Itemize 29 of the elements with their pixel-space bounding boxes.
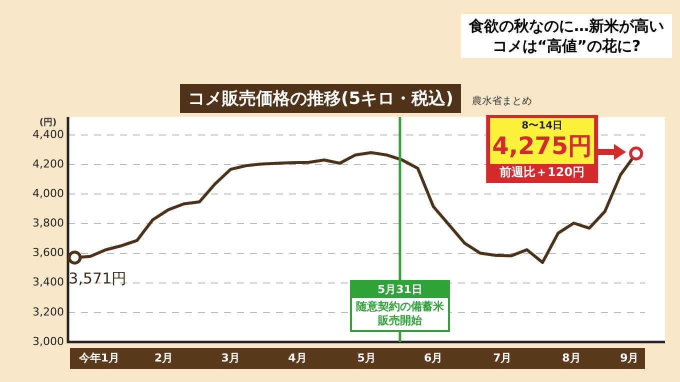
text: 農水省まとめ — [472, 94, 532, 108]
x-tick-label: 6月 — [424, 351, 443, 364]
annotation: 随意契約の備蓄米販売開始 — [354, 299, 445, 329]
y-tick-label: 3,400 — [32, 276, 64, 289]
y-axis-title: (円) — [39, 117, 57, 128]
x-tick-label: 9月 — [620, 351, 639, 364]
chart-title: コメ販売価格の推移(5キロ・税込) — [180, 84, 462, 113]
x-tick-label: 今年1月 — [78, 351, 120, 364]
x-tick-label: 4月 — [288, 351, 307, 364]
y-tick-label: 3,200 — [32, 305, 64, 318]
label-box: 5月31日 随意契約の備蓄米販売開始 — [350, 280, 450, 332]
annotation: 3,571円 — [68, 269, 127, 288]
text: 8〜14日 — [522, 120, 563, 132]
annotation: 4,275円 — [492, 132, 592, 160]
text: コメは“高値”の花に? — [491, 36, 642, 56]
y-tick-label: 4,000 — [32, 187, 64, 200]
y-tick-label: 3,600 — [32, 246, 64, 260]
y-tick-label: 3,000 — [32, 334, 64, 348]
x-tick-label: 8月 — [562, 351, 581, 364]
x-tick-label: 7月 — [493, 351, 512, 364]
x-tick-label: 2月 — [154, 351, 174, 364]
ref-line-label: 5月31日 — [352, 282, 448, 298]
y-tick-label: 4,400 — [32, 128, 64, 141]
x-tick-label: 5月 — [357, 351, 376, 364]
annotation: 前週比＋120円 — [498, 165, 585, 180]
text: 食欲の秋なのに…新米が高い — [469, 16, 664, 36]
y-tick-label: 4,200 — [32, 157, 64, 170]
x-tick-label: 3月 — [221, 351, 240, 364]
y-tick-label: 3,800 — [32, 216, 64, 230]
